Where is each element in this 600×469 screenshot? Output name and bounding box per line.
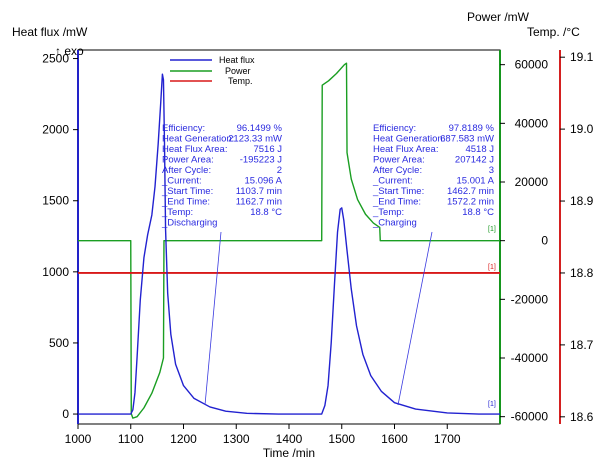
legend-label-heat-flux: Heat flux	[219, 55, 255, 65]
right-axis-2-title: Temp. /°C	[527, 25, 580, 39]
series-line-heat-flux	[78, 73, 500, 415]
left-axis-title: Heat flux /mW	[12, 25, 88, 39]
annotation-charging-pointer	[397, 231, 433, 406]
annotation-value: 1572.2 min	[447, 197, 494, 208]
right1-tick-label: 0	[541, 234, 548, 248]
annotation-key: _Charging	[372, 218, 417, 229]
annotation-value: 3	[489, 165, 494, 176]
annotation-key: _Temp:	[372, 207, 404, 218]
x-tick-label: 1100	[118, 432, 144, 446]
right1-tick-label: -20000	[511, 292, 549, 306]
right-axis-2-ticks: 18.6 18.7 18.8 18.9 19.0 19.1	[560, 50, 594, 424]
annotation-value: 7516 J	[253, 144, 282, 155]
left-tick-label: 2500	[42, 52, 69, 66]
annotation-key: Heat Generation:	[373, 134, 445, 145]
series-line-power	[78, 62, 500, 419]
right1-tick-label: -40000	[511, 351, 549, 365]
x-tick-label: 1700	[434, 432, 461, 446]
annotation-value: 18.8 °C	[462, 207, 494, 218]
right1-tick-label: -60000	[511, 410, 549, 424]
annotation-charging: Efficiency: 97.8189 % Heat Generation:687.…	[372, 123, 495, 229]
left-tick-label: 2000	[42, 123, 69, 137]
series-group	[78, 62, 500, 419]
left-tick-label: 500	[49, 336, 69, 350]
annotation-discharging: Efficiency: 96.1499 %Heat Generation:2123…	[161, 123, 283, 229]
x-tick-label: 1600	[381, 432, 408, 446]
x-tick-label: 1200	[170, 432, 197, 446]
annotation-key: Efficiency:	[373, 123, 416, 134]
annotation-key: After Cycle:	[162, 165, 211, 176]
annotation-value: 1103.7 min	[236, 186, 282, 197]
x-tick-label: 1300	[223, 432, 250, 446]
annotation-value: 4518 J	[465, 144, 494, 155]
left-tick-label: 1000	[42, 265, 69, 279]
right2-tick-label: 19.1	[570, 50, 594, 64]
annotation-key: _End Time:	[372, 197, 421, 208]
right-axis-1-ticks: -60000 -40000 -20000 0 20000 40000 60000	[500, 58, 548, 424]
x-tick-label: 1400	[276, 432, 303, 446]
exo-indicator: ↑ exo	[55, 44, 84, 58]
left-axis-ticks: 0 500 1000 1500 2000 2500	[42, 52, 78, 421]
annotation-key: _Temp:	[161, 207, 193, 218]
annotation-key: _End Time:	[161, 197, 210, 208]
annotation-key: _Start Time:	[372, 186, 424, 197]
right2-tick-label: 18.6	[570, 410, 594, 424]
annotation-key: _Start Time:	[161, 186, 213, 197]
annotation-value: 2	[277, 165, 282, 176]
plot-area	[77, 49, 501, 425]
legend-label-temp: Temp.	[228, 76, 253, 86]
annotation-key: _Discharging	[161, 218, 217, 229]
annotation-key: Efficiency:	[162, 123, 205, 134]
annotation-key: After Cycle:	[373, 165, 422, 176]
annotation-key: Power Area:	[373, 155, 425, 166]
right2-tick-label: 18.9	[570, 194, 594, 208]
right2-tick-label: 19.0	[570, 122, 594, 136]
x-axis-title: Time /min	[263, 446, 315, 460]
right-axis-1-title: Power /mW	[467, 10, 530, 24]
x-tick-label: 1500	[328, 432, 355, 446]
legend-label-power: Power	[225, 66, 251, 76]
marker-power: [1]	[488, 226, 496, 233]
x-axis-ticks: 1000 1100 1200 1300 1400 1500 1600 1700	[65, 424, 461, 446]
marker-temp: [1]	[488, 264, 496, 271]
right1-tick-label: 40000	[515, 116, 549, 130]
marker-heat-flux: [1]	[488, 401, 496, 408]
annotation-key: Heat Flux Area:	[162, 144, 227, 155]
annotation-value: 1162.7 min	[236, 197, 282, 208]
annotation-key: _Current:	[372, 176, 413, 187]
left-tick-label: 0	[62, 407, 69, 421]
annotation-value: 687.583 mW	[440, 134, 494, 145]
x-tick-label: 1000	[65, 432, 92, 446]
annotation-value: 1462.7 min	[447, 186, 494, 197]
annotation-key: Heat Flux Area:	[373, 144, 438, 155]
left-tick-label: 1500	[42, 194, 69, 208]
annotation-value: 2123.33 mW	[228, 134, 282, 145]
annotation-key: Heat Generation:	[162, 134, 234, 145]
annotation-value: 18.8 °C	[250, 207, 282, 218]
annotation-value: -195223 J	[240, 155, 283, 166]
right2-tick-label: 18.7	[570, 338, 594, 352]
annotation-value: 207142 J	[455, 155, 494, 166]
annotation-key: Power Area:	[162, 155, 214, 166]
annotation-value: 97.8189 %	[449, 123, 495, 134]
legend: Heat flux Power Temp.	[170, 55, 255, 86]
annotation-key: _Current:	[161, 176, 202, 187]
annotation-value: 15.001 A	[456, 176, 494, 187]
annotation-discharging-pointer	[204, 231, 222, 406]
right1-tick-label: 20000	[515, 175, 549, 189]
annotation-value: 96.1499 %	[237, 123, 283, 134]
annotation-value: 15.096 A	[244, 176, 282, 187]
right1-tick-label: 60000	[515, 58, 549, 72]
right2-tick-label: 18.8	[570, 266, 594, 280]
